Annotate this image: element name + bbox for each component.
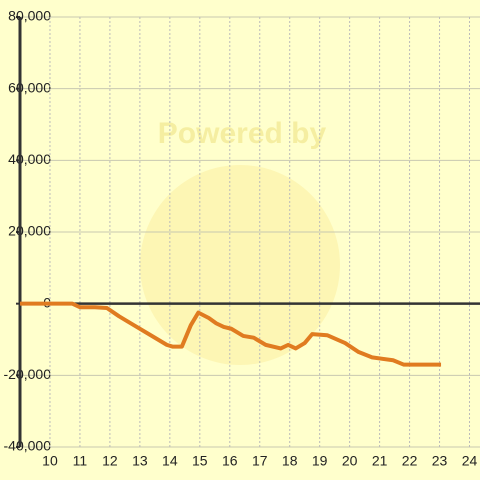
y-tick-label: -20,000 bbox=[4, 366, 52, 382]
x-tick-label: 21 bbox=[372, 453, 388, 469]
x-tick-label: 12 bbox=[102, 453, 118, 469]
x-tick-label: 23 bbox=[432, 453, 448, 469]
y-tick-label: 40,000 bbox=[8, 151, 51, 167]
series-line bbox=[20, 301, 442, 367]
y-tick-label: -40,000 bbox=[4, 438, 52, 454]
watermark: Powered by bbox=[158, 117, 327, 150]
x-tick-label: 20 bbox=[342, 453, 358, 469]
x-tick-label: 13 bbox=[132, 453, 148, 469]
y-tick-label: 20,000 bbox=[8, 223, 51, 239]
x-tick-label: 16 bbox=[222, 453, 238, 469]
x-tick-label: 14 bbox=[162, 453, 178, 469]
x-tick-label: 17 bbox=[252, 453, 268, 469]
x-tick-label: 19 bbox=[312, 453, 328, 469]
x-tick-label: 22 bbox=[402, 453, 418, 469]
x-tick-label: 15 bbox=[192, 453, 208, 469]
y-tick-label: 60,000 bbox=[8, 79, 51, 95]
y-tick-label: 80,000 bbox=[8, 8, 51, 24]
x-tick-label: 24 bbox=[462, 453, 478, 469]
x-tick-label: 10 bbox=[42, 453, 58, 469]
x-tick-label: 11 bbox=[73, 453, 88, 469]
x-tick-label: 18 bbox=[282, 453, 298, 469]
